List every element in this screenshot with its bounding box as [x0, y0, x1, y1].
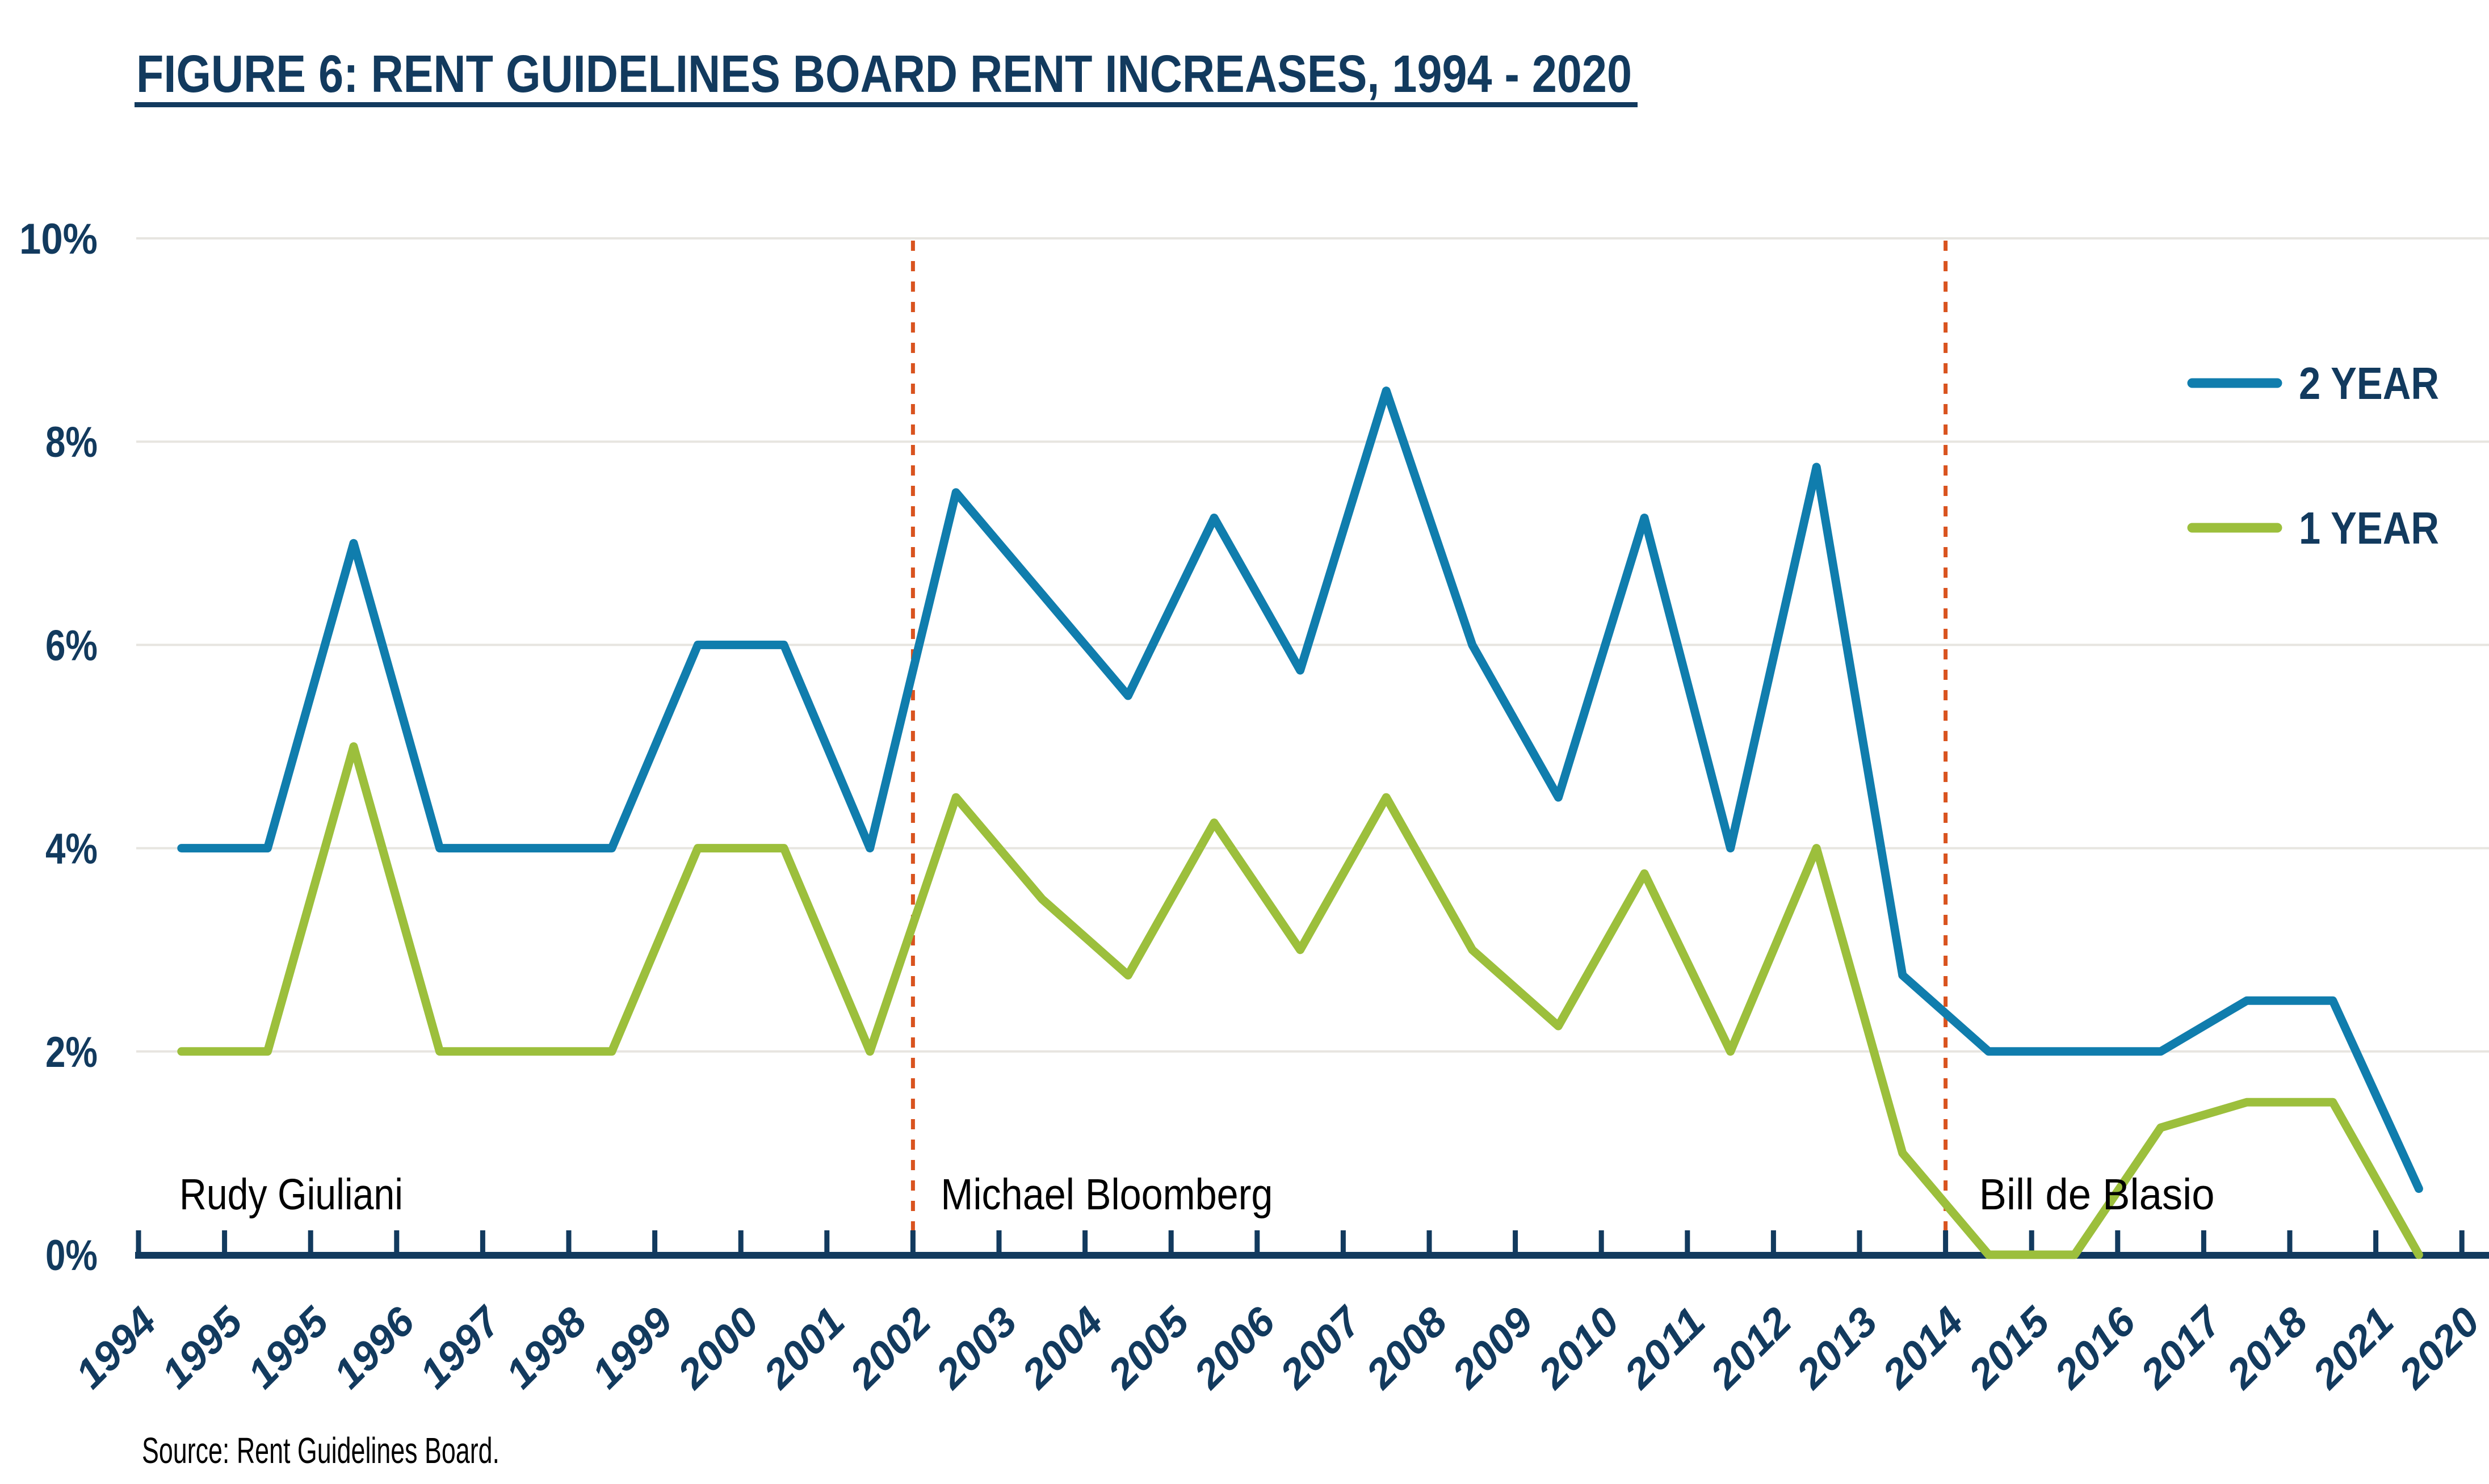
x-tick	[1168, 1230, 1174, 1259]
x-tick-label: 2017	[2131, 1298, 2232, 1398]
y-axis-labels: 0% 2% 4% 6% 8% 10%	[19, 215, 98, 1280]
x-tick-label: 2001	[754, 1299, 854, 1398]
x-tick-label: 2020	[2390, 1299, 2489, 1398]
x-axis	[135, 1230, 2489, 1259]
mayor-label: Bill de Blasio	[1979, 1170, 2215, 1219]
y-tick-label: 2%	[45, 1028, 98, 1077]
x-tick	[1513, 1230, 1518, 1259]
x-tick	[1943, 1230, 1949, 1259]
x-tick	[910, 1230, 916, 1259]
x-tick	[2287, 1230, 2293, 1259]
x-tick-label: 2000	[669, 1299, 768, 1398]
x-tick-label: 2006	[1185, 1298, 1284, 1398]
x-tick	[1340, 1230, 1346, 1259]
x-tick	[308, 1230, 313, 1259]
x-tick-label: 2018	[2217, 1299, 2316, 1398]
x-tick-label: 1995	[239, 1298, 338, 1397]
x-axis-labels: 1994199519951996199719981999200020012002…	[67, 1298, 2488, 1398]
x-tick-label: 1997	[411, 1298, 510, 1397]
x-tick	[652, 1230, 658, 1259]
x-tick	[1770, 1230, 1776, 1259]
x-tick	[480, 1230, 485, 1259]
legend-label-1-year: 1 YEAR	[2299, 503, 2439, 553]
title-underline	[135, 102, 1638, 107]
x-tick	[824, 1230, 830, 1259]
mayor-label: Michael Bloomberg	[941, 1170, 1273, 1219]
x-tick	[1082, 1230, 1088, 1259]
y-tick-label: 6%	[45, 621, 98, 670]
legend-item-2-year: 2 YEAR	[2187, 358, 2439, 409]
y-tick-label: 4%	[45, 825, 98, 873]
x-tick	[2201, 1230, 2206, 1259]
x-tick-label: 2012	[1701, 1299, 1800, 1398]
x-tick	[2115, 1230, 2121, 1259]
source-note: Source: Rent Guidelines Board.	[142, 1430, 500, 1471]
x-tick-label: 2007	[1271, 1298, 1371, 1398]
legend-item-1-year: 1 YEAR	[2187, 503, 2439, 553]
x-axis-line	[135, 1252, 2489, 1259]
x-tick-label: 2002	[841, 1299, 940, 1398]
x-tick	[136, 1230, 141, 1259]
x-tick-label: 2008	[1357, 1299, 1456, 1398]
series-lines	[177, 386, 2423, 1259]
y-tick-label: 0%	[45, 1231, 98, 1280]
y-tick-label: 8%	[45, 418, 98, 466]
chart-title: FIGURE 6: RENT GUIDELINES BOARD RENT INC…	[136, 44, 1632, 103]
x-tick	[1254, 1230, 1260, 1259]
x-tick-label: 2005	[1099, 1298, 1198, 1398]
x-tick-label: 2003	[926, 1299, 1026, 1398]
x-tick	[2029, 1230, 2034, 1259]
mayor-labels: Rudy Giuliani Michael Bloomberg Bill de Bl…	[179, 1170, 2215, 1219]
legend: 2 YEAR 1 YEAR	[2187, 358, 2439, 553]
series-line-1-year	[177, 742, 2423, 1259]
y-tick-label: 10%	[19, 215, 98, 263]
series-line-2-year	[177, 386, 2423, 1193]
x-tick	[2373, 1230, 2379, 1259]
x-tick-label: 2009	[1443, 1299, 1542, 1398]
mayor-label: Rudy Giuliani	[179, 1170, 403, 1219]
x-tick-label: 2013	[1787, 1299, 1886, 1398]
x-tick-label: 2014	[1873, 1299, 1972, 1398]
x-tick-label: 2004	[1013, 1299, 1112, 1398]
x-tick-label: 1994	[67, 1299, 165, 1397]
x-tick	[1857, 1230, 1862, 1259]
x-tick	[2459, 1230, 2465, 1259]
legend-label-2-year: 2 YEAR	[2299, 358, 2439, 409]
x-tick	[394, 1230, 400, 1259]
x-tick	[996, 1230, 1002, 1259]
x-tick-label: 1999	[583, 1299, 681, 1397]
x-tick-label: 2021	[2303, 1299, 2403, 1398]
mayor-dividers	[910, 241, 1948, 1252]
x-tick-label: 1995	[153, 1298, 251, 1397]
x-tick-label: 2016	[2045, 1298, 2144, 1398]
x-tick-label: 2011	[1615, 1299, 1714, 1398]
x-tick	[738, 1230, 744, 1259]
x-tick	[566, 1230, 572, 1259]
x-tick-label: 2010	[1529, 1299, 1628, 1398]
x-tick	[1598, 1230, 1604, 1259]
x-tick	[1426, 1230, 1432, 1259]
x-tick-label: 2015	[1959, 1298, 2059, 1398]
x-tick-label: 1996	[325, 1298, 424, 1397]
x-tick	[1685, 1230, 1690, 1259]
x-tick	[222, 1230, 228, 1259]
x-tick-label: 1998	[497, 1299, 595, 1397]
